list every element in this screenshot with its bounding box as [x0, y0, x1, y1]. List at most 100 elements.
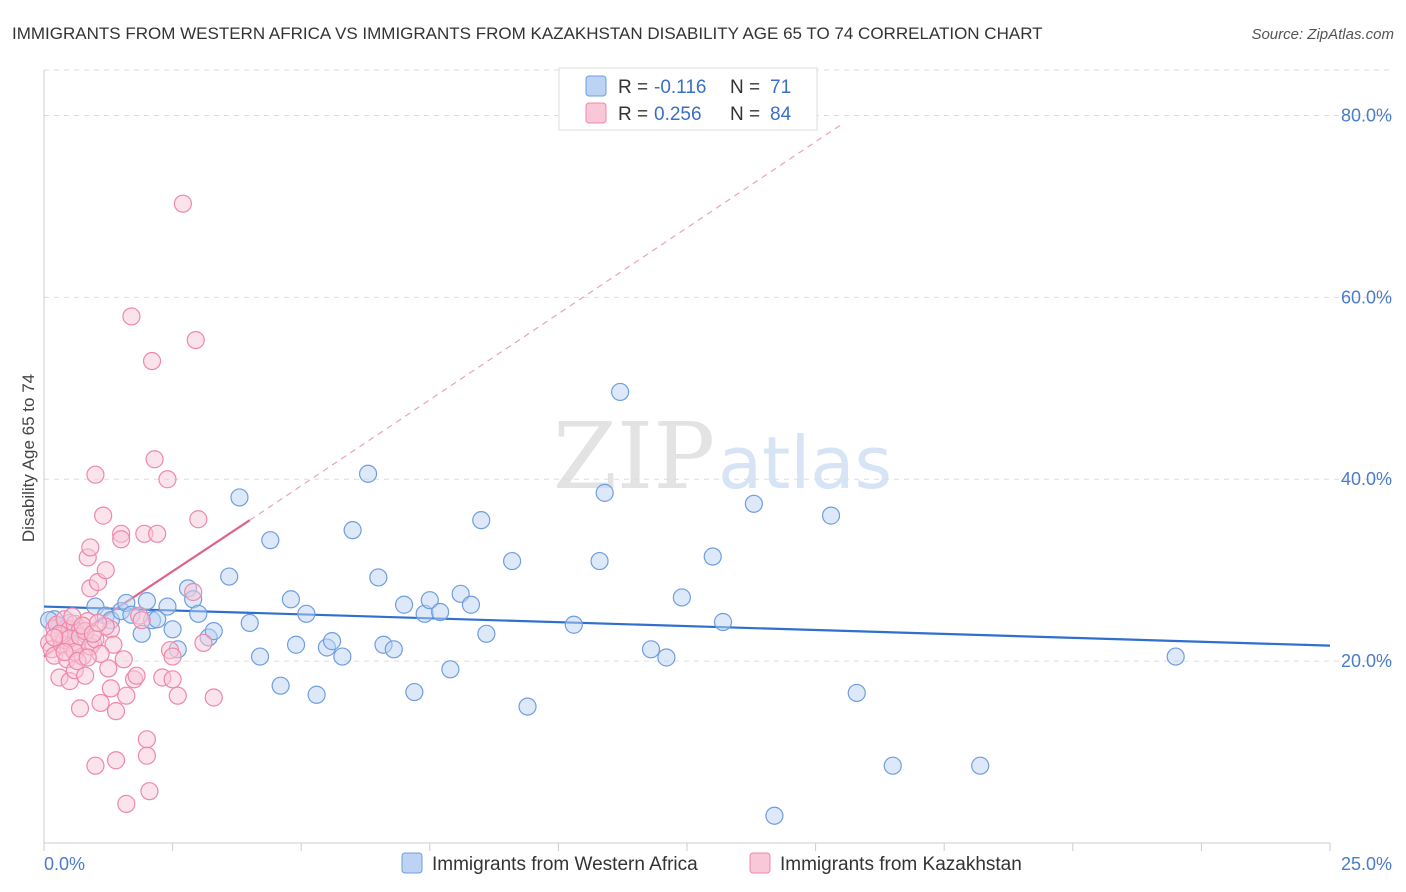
point-series-0-56: [611, 382, 630, 402]
point-series-1-45: [127, 666, 146, 685]
chart-source: Source: ZipAtlas.com: [1251, 26, 1394, 43]
bottom-legend-swatch-kazakhstan: [749, 852, 771, 874]
point-series-1-74: [55, 642, 74, 662]
y-tick-label-40: 40.0%: [1341, 469, 1392, 489]
point-series-0-37: [358, 464, 378, 483]
point-series-1-81: [78, 648, 97, 667]
point-series-1-20: [76, 666, 95, 685]
point-series-1-64: [189, 510, 208, 529]
x-tick-label-max: 25.0%: [1341, 854, 1392, 874]
watermark: ZIP atlas: [553, 403, 892, 510]
point-series-0-46: [441, 660, 460, 679]
bottom-legend-label-western-africa: Immigrants from Western Africa: [432, 854, 698, 875]
point-series-0-25: [240, 613, 259, 633]
legend-r-label-kazakhstan: R =: [618, 104, 648, 125]
point-series-1-39: [112, 530, 131, 549]
point-series-0-15: [158, 597, 177, 616]
watermark-zip: ZIP: [553, 403, 715, 510]
point-series-0-65: [883, 756, 902, 775]
point-series-0-22: [204, 622, 223, 641]
trend-extension-series-1: [249, 124, 842, 521]
legend-swatch-kazakhstan: [585, 102, 607, 124]
point-series-0-45: [430, 602, 450, 622]
axes: [43, 70, 1331, 851]
point-series-1-26: [86, 465, 105, 484]
point-series-0-27: [261, 531, 280, 550]
trend-line-series-0: [43, 605, 1331, 647]
point-series-1-24: [81, 538, 100, 557]
y-tick-label-80: 80.0%: [1341, 105, 1392, 125]
point-series-0-59: [672, 588, 691, 607]
point-series-0-32: [307, 685, 326, 704]
point-series-0-23: [220, 567, 239, 586]
point-series-1-66: [204, 688, 223, 707]
point-series-1-31: [96, 561, 115, 580]
point-series-1-83: [88, 613, 108, 633]
point-series-0-49: [472, 511, 491, 530]
legend-n-value-kazakhstan: 84: [770, 104, 792, 125]
point-series-1-18: [70, 699, 90, 718]
point-series-0-66: [971, 756, 990, 775]
legend-swatch-western-africa: [585, 75, 607, 97]
point-series-0-53: [564, 615, 583, 634]
point-series-1-56: [158, 470, 177, 489]
bottom-legend-swatch-western-africa: [401, 852, 423, 874]
point-series-1-29: [91, 693, 110, 713]
point-series-0-28: [271, 676, 290, 695]
point-series-0-63: [821, 506, 841, 525]
legend-r-label-western-africa: R =: [618, 77, 648, 98]
point-series-1-52: [142, 351, 162, 371]
point-series-0-31: [297, 604, 316, 623]
bottom-legend-label-kazakhstan: Immigrants from Kazakhstan: [780, 854, 1022, 875]
point-series-0-16: [163, 620, 182, 639]
point-series-0-50: [477, 624, 496, 643]
point-series-0-40: [384, 640, 403, 659]
point-series-1-75: [45, 628, 64, 647]
point-series-1-62: [184, 582, 203, 602]
point-series-1-65: [194, 633, 213, 653]
point-series-0-52: [518, 697, 537, 716]
point-series-1-43: [122, 307, 141, 326]
y-tick-labels: 20.0% 40.0% 60.0% 80.0%: [1341, 105, 1392, 671]
point-series-0-34: [322, 632, 342, 651]
point-series-1-27: [86, 756, 105, 775]
point-series-0-29: [281, 590, 301, 609]
point-series-0-62: [744, 494, 763, 513]
scatter-points: [40, 194, 1185, 825]
point-series-0-67: [765, 806, 784, 825]
point-series-0-42: [405, 682, 424, 702]
y-tick-label-20: 20.0%: [1341, 651, 1392, 671]
point-series-1-40: [114, 650, 133, 669]
x-tick-label-min: 0.0%: [44, 854, 85, 874]
point-series-0-35: [333, 647, 352, 666]
legend-r-value-kazakhstan: 0.256: [654, 104, 702, 125]
legend-n-value-western-africa: 71: [770, 77, 791, 98]
point-series-1-41: [117, 794, 136, 813]
point-series-0-44: [420, 591, 439, 610]
point-series-0-20: [189, 604, 208, 623]
point-series-0-58: [657, 648, 676, 667]
watermark-atlas: atlas: [718, 421, 892, 505]
point-series-1-61: [173, 194, 192, 213]
legend-n-label-western-africa: N =: [730, 77, 760, 98]
point-series-1-30: [94, 506, 113, 525]
point-series-1-36: [106, 751, 126, 770]
point-series-1-37: [106, 702, 126, 721]
point-series-1-49: [137, 730, 156, 749]
point-series-0-57: [641, 640, 661, 659]
point-series-0-26: [250, 647, 270, 666]
point-series-1-54: [148, 524, 167, 543]
point-series-0-24: [230, 488, 249, 507]
point-series-1-51: [140, 782, 159, 801]
point-series-1-63: [186, 330, 205, 350]
point-series-1-53: [145, 450, 164, 469]
point-series-0-54: [590, 551, 609, 571]
point-series-0-30: [286, 635, 306, 654]
point-series-1-47: [132, 611, 151, 630]
point-series-1-58: [163, 647, 182, 666]
chart-title: IMMIGRANTS FROM WESTERN AFRICA VS IMMIGR…: [12, 24, 1043, 43]
legend-n-label-kazakhstan: N =: [730, 104, 760, 125]
point-series-0-60: [703, 547, 722, 566]
point-series-1-35: [104, 635, 123, 654]
